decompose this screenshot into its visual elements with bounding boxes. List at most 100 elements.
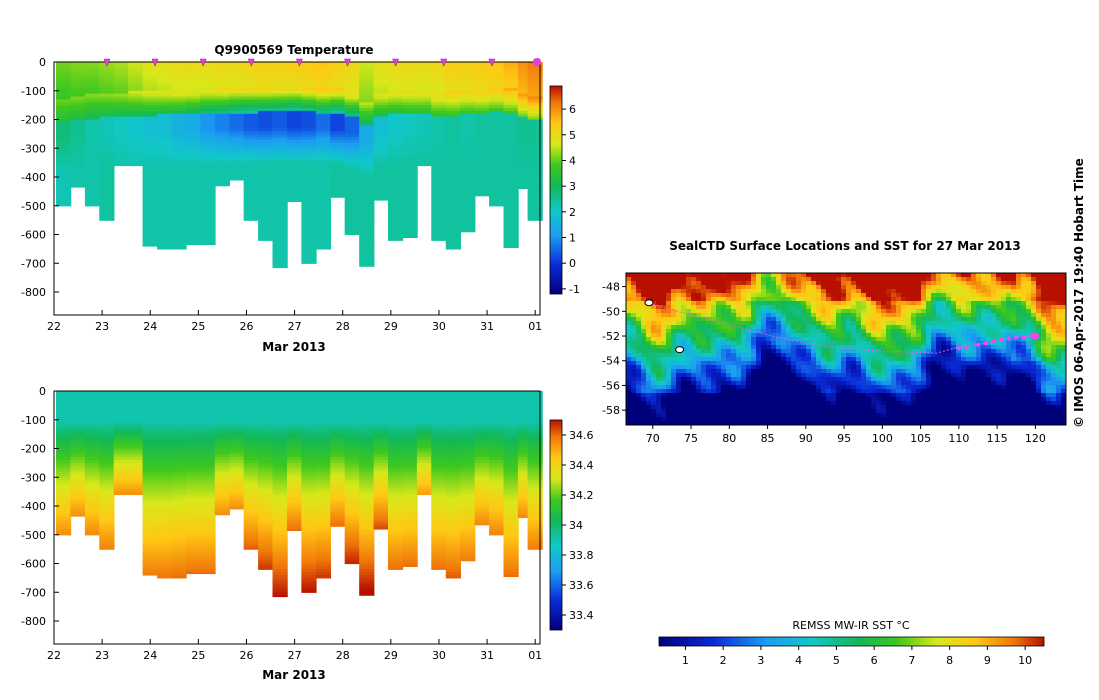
section-cell [258, 425, 274, 429]
section-cell [171, 208, 187, 213]
section-cell [402, 76, 418, 80]
section-cell [99, 425, 115, 429]
sst-cell [1041, 305, 1047, 310]
section-cell [229, 174, 245, 178]
section-cell [214, 506, 230, 510]
section-cell [489, 434, 505, 438]
section-cell [527, 514, 543, 519]
section-cell [56, 483, 72, 487]
sst-cell [731, 277, 737, 282]
section-cell [70, 119, 86, 123]
section-cell [56, 113, 72, 118]
section-cell [359, 93, 375, 98]
section-cell [70, 491, 86, 496]
section-cell [171, 228, 187, 233]
section-cell [344, 439, 360, 444]
section-cell [229, 471, 245, 475]
section-cell [315, 102, 331, 106]
section-cell [287, 102, 303, 106]
section-cell [214, 454, 230, 458]
sst-cell [636, 317, 642, 322]
section-cell [402, 428, 418, 432]
section-cell [142, 231, 158, 236]
section-cell [431, 234, 447, 238]
sst-cell [696, 281, 702, 286]
section-cell [84, 185, 101, 190]
sst-cell [921, 289, 927, 294]
section-cell [287, 503, 303, 507]
section-cell [142, 439, 158, 444]
section-cell [258, 416, 274, 421]
sst-cell [1041, 313, 1047, 318]
sst-cell [996, 301, 1002, 306]
section-cell [171, 451, 187, 455]
y-tick-label: -800 [21, 286, 46, 299]
section-cell [56, 191, 72, 195]
section-cell [84, 108, 101, 112]
section-cell [344, 523, 360, 527]
sst-cell [1041, 289, 1047, 294]
colorbar-tick-label: 5 [569, 129, 576, 142]
section-cell [214, 151, 230, 155]
section-cell [388, 549, 404, 553]
section-cell [301, 589, 317, 593]
section-cell [301, 159, 317, 164]
section-cell [185, 414, 202, 418]
section-cell [359, 70, 375, 75]
section-cell [344, 494, 360, 498]
section-cell [527, 391, 543, 395]
section-cell [416, 411, 433, 415]
section-cell [315, 503, 331, 507]
section-cell [301, 526, 317, 530]
sst-cell [926, 297, 932, 302]
section-cell [474, 96, 490, 100]
sst-cell [1056, 301, 1062, 306]
section-cell [243, 136, 259, 141]
sst-cell [766, 281, 772, 286]
sst-cell [751, 277, 757, 282]
section-cell [517, 116, 534, 121]
section-cell [113, 87, 129, 92]
section-cell [474, 520, 490, 524]
section-cell [258, 116, 274, 121]
section-cell [171, 113, 187, 118]
section-cell [128, 159, 144, 164]
sst-cell [841, 273, 847, 278]
sst-cell [916, 293, 922, 298]
section-cell [517, 414, 534, 418]
section-cell [431, 128, 447, 132]
section-cell [84, 145, 101, 149]
section-cell [359, 434, 375, 438]
section-cell [301, 102, 317, 106]
section-cell [272, 211, 288, 215]
sst-cell [721, 317, 727, 322]
x-tick-label: 25 [191, 649, 205, 662]
sst-cell [906, 305, 912, 310]
section-cell [445, 529, 461, 533]
section-cell [445, 79, 461, 83]
sst-cell [896, 277, 902, 282]
section-cell [258, 133, 274, 138]
sst-cell [876, 317, 882, 322]
section-cell [171, 477, 187, 481]
section-cell [56, 526, 72, 530]
section-cell [243, 546, 259, 550]
section-cell [70, 62, 86, 66]
section-cell [171, 563, 187, 567]
section-cell [171, 159, 187, 164]
sst-cell [1006, 317, 1012, 322]
section-cell [243, 194, 259, 198]
section-cell [258, 179, 274, 184]
section-cell [214, 108, 230, 112]
sst-cell [741, 305, 747, 310]
section-cell [99, 105, 115, 109]
section-cell [344, 231, 360, 236]
sst-cell [811, 289, 817, 294]
section-cell [431, 217, 447, 221]
sst-cell [671, 313, 677, 318]
section-cell [70, 419, 86, 424]
section-cell [113, 491, 129, 496]
section-cell [445, 471, 461, 475]
section-cell [344, 179, 360, 184]
sst-cell [806, 277, 812, 282]
